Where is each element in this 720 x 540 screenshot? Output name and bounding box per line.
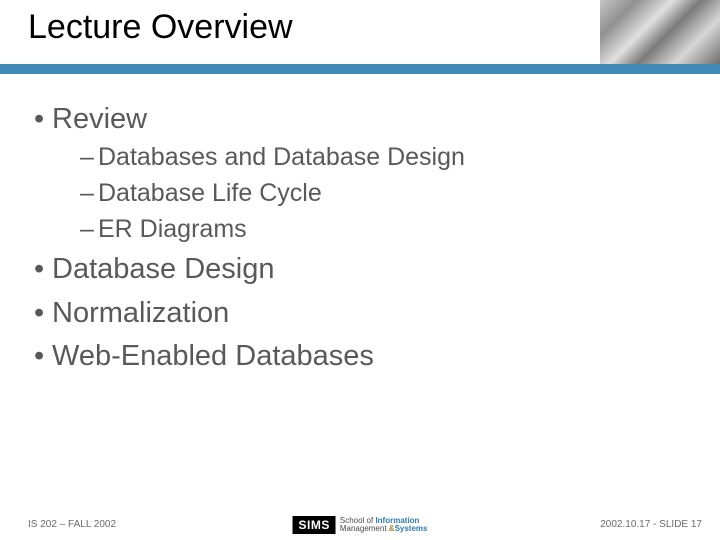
sims-line2a: Management <box>340 524 389 533</box>
bullet-text: Database Design <box>52 253 274 285</box>
content-area: •Review –Databases and Database Design –… <box>34 96 686 378</box>
bullet-lvl2: –Database Life Cycle <box>80 177 686 211</box>
slide-title: Lecture Overview <box>28 8 293 47</box>
bullet-text: Web-Enabled Databases <box>52 340 374 372</box>
bullet-lvl1: •Web-Enabled Databases <box>34 337 686 376</box>
bullet-lvl1: •Database Design <box>34 250 686 289</box>
bullet-dot-icon: • <box>34 250 52 289</box>
dash-icon: – <box>80 213 98 247</box>
title-bar: Lecture Overview <box>0 0 720 64</box>
bullet-text: Normalization <box>52 297 229 329</box>
footer-left-text: IS 202 – FALL 2002 <box>28 519 116 530</box>
accent-strip <box>0 64 720 74</box>
dash-icon: – <box>80 141 98 175</box>
slide: Lecture Overview •Review –Databases and … <box>0 0 720 540</box>
sims-line2: Management &Systems <box>340 525 428 533</box>
bullet-text: Review <box>52 103 147 135</box>
dash-icon: – <box>80 177 98 211</box>
bullet-dot-icon: • <box>34 100 52 139</box>
sims-logo-text: School of Information Management &System… <box>340 517 428 533</box>
bullet-dot-icon: • <box>34 294 52 333</box>
sims-line2b: Systems <box>395 524 428 533</box>
footer-right-text: 2002.10.17 - SLIDE 17 <box>600 519 702 530</box>
bullet-text: ER Diagrams <box>98 215 247 243</box>
bullet-text: Databases and Database Design <box>98 143 465 171</box>
bullet-dot-icon: • <box>34 337 52 376</box>
bullet-lvl1: •Review <box>34 100 686 139</box>
footer-logo: SIMS School of Information Management &S… <box>293 516 428 534</box>
bullet-lvl2: –Databases and Database Design <box>80 141 686 175</box>
footer: IS 202 – FALL 2002 SIMS School of Inform… <box>0 512 720 540</box>
sims-logo-box: SIMS <box>293 516 336 534</box>
bullet-lvl2: –ER Diagrams <box>80 213 686 247</box>
bullet-lvl1: •Normalization <box>34 294 686 333</box>
bullet-text: Database Life Cycle <box>98 179 322 207</box>
title-decorative-photo <box>600 0 720 64</box>
